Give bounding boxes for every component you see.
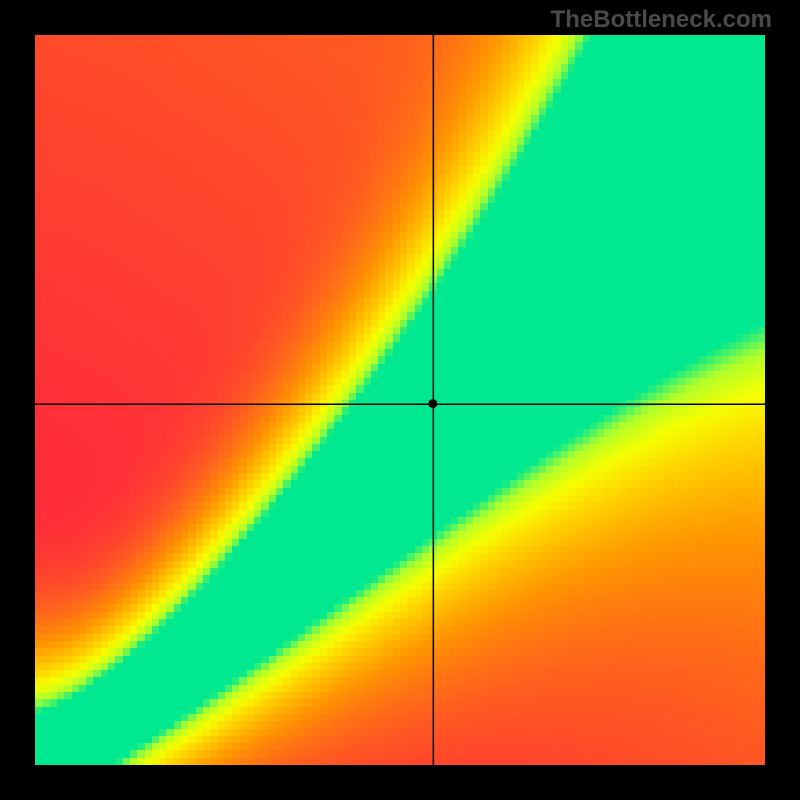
bottleneck-heatmap	[35, 35, 765, 765]
watermark-text: TheBottleneck.com	[551, 6, 772, 34]
outer-frame: TheBottleneck.com	[0, 0, 800, 800]
